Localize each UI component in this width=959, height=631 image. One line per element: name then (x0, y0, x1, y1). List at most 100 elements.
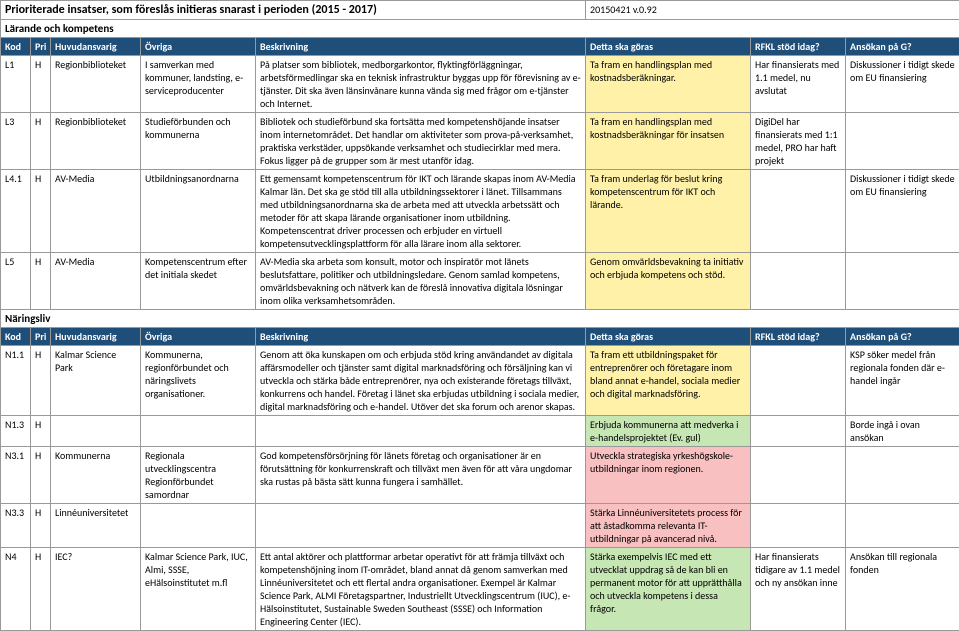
cell-ovriga: Utbildningsanordnarna (141, 170, 256, 253)
cell-pri: H (31, 504, 51, 548)
cell-besk: Ett antal aktörer och plattformar arbeta… (256, 548, 586, 631)
cell-huvud: Regionbiblioteket (51, 56, 141, 113)
col-rfkl: RFKL stöd idag? (751, 38, 846, 56)
col-huvud: Huvudansvarig (51, 328, 141, 346)
col-ansokan: Ansökan på G? (846, 38, 959, 56)
cell-rfkl (751, 504, 846, 548)
cell-huvud: Regionbiblioteket (51, 113, 141, 170)
table-row: L5HAV-MediaKompetenscentrum efter det in… (1, 253, 959, 310)
cell-kod: L3 (1, 113, 31, 170)
cell-detta: Ta fram en handlingsplan med kostnadsber… (586, 113, 751, 170)
table-row: L1HRegionbiblioteketI samverkan med komm… (1, 56, 959, 113)
section-larande: Lärande och kompetens (1, 20, 959, 38)
cell-besk (256, 416, 586, 447)
cell-besk: AV-Media ska arbeta som konsult, motor o… (256, 253, 586, 310)
cell-ans: Ansökan till regionala fonden (846, 548, 959, 631)
cell-kod: L1 (1, 56, 31, 113)
col-ansokan: Ansökan på G? (846, 328, 959, 346)
col-kod: Kod (1, 38, 31, 56)
table-row: N3.1HKommunernaRegionala utvecklingscent… (1, 447, 959, 504)
col-kod: Kod (1, 328, 31, 346)
cell-rfkl (751, 170, 846, 253)
col-ovriga: Övriga (141, 38, 256, 56)
cell-rfkl: Har finansierats med 1.1 medel, nu avslu… (751, 56, 846, 113)
title-row: Prioriterade insatser, som föreslås init… (1, 1, 959, 20)
table-row: N3.3HLinnéuniversitetet Stärka Linnéunive… (1, 504, 959, 548)
cell-besk: På platser som bibliotek, medborgarkonto… (256, 56, 586, 113)
cell-detta: Ta fram ett utbildningspaket för entrepr… (586, 346, 751, 416)
table-row: N4HIEC?Kalmar Science Park, IUC, Almi, S… (1, 548, 959, 631)
cell-pri: H (31, 113, 51, 170)
table-row: L4.1HAV-MediaUtbildningsanordnarnaEtt ge… (1, 170, 959, 253)
cell-kod: N1.1 (1, 346, 31, 416)
col-detta: Detta ska göras (586, 38, 751, 56)
cell-ans: Diskussioner i tidigt skede om EU finans… (846, 56, 959, 113)
cell-ans (846, 113, 959, 170)
cell-detta: Ta fram underlag för beslut kring kompet… (586, 170, 751, 253)
cell-kod: L5 (1, 253, 31, 310)
cell-pri: H (31, 447, 51, 504)
cell-kod: N3.3 (1, 504, 31, 548)
cell-pri: H (31, 416, 51, 447)
cell-pri: H (31, 56, 51, 113)
cell-rfkl (751, 253, 846, 310)
cell-detta: Utveckla strategiska yrkeshögskole-utbil… (586, 447, 751, 504)
cell-kod: L4.1 (1, 170, 31, 253)
cell-ans (846, 504, 959, 548)
cell-besk: God kompetensförsörjning för länets före… (256, 447, 586, 504)
cell-ans: Borde ingå i ovan ansökan (846, 416, 959, 447)
doc-title: Prioriterade insatser, som föreslås init… (1, 1, 586, 20)
cell-detta: Stärka exempelvis IEC med ett utvecklat … (586, 548, 751, 631)
doc-version: 20150421 v.0.92 (586, 1, 959, 20)
cell-ovriga: I samverkan med kommuner, landsting, e-s… (141, 56, 256, 113)
table-row: N1.3H Erbjuda kommunerna att medverka i e… (1, 416, 959, 447)
section-label: Näringsliv (1, 310, 959, 328)
cell-huvud: AV-Media (51, 253, 141, 310)
cell-besk (256, 504, 586, 548)
cell-ovriga: Regionala utvecklingscentra Regionförbun… (141, 447, 256, 504)
cell-detta: Erbjuda kommunerna att medverka i e-hand… (586, 416, 751, 447)
section-naringsliv: Näringsliv (1, 310, 959, 328)
table-row: L3HRegionbiblioteketStudieförbunden och … (1, 113, 959, 170)
cell-huvud (51, 416, 141, 447)
cell-detta: Genom omvärldsbevakning ta initiativ och… (586, 253, 751, 310)
cell-huvud: IEC? (51, 548, 141, 631)
cell-kod: N4 (1, 548, 31, 631)
table-row: N1.1HKalmar Science ParkKommunerna, regi… (1, 346, 959, 416)
cell-rfkl (751, 447, 846, 504)
cell-pri: H (31, 170, 51, 253)
cell-besk: Ett gemensamt kompetenscentrum för IKT o… (256, 170, 586, 253)
cell-kod: N3.1 (1, 447, 31, 504)
cell-rfkl: DigiDel har finansierats med 1:1 medel, … (751, 113, 846, 170)
header-row-2: Kod Pri Huvudansvarig Övriga Beskrivning… (1, 328, 959, 346)
col-detta: Detta ska göras (586, 328, 751, 346)
section-label: Lärande och kompetens (1, 20, 959, 38)
col-pri: Pri (31, 328, 51, 346)
cell-ans (846, 447, 959, 504)
cell-ans: Diskussioner i tidigt skede om EU finans… (846, 170, 959, 253)
cell-ans (846, 253, 959, 310)
cell-besk: Bibliotek och studieförbund ska fortsätt… (256, 113, 586, 170)
cell-pri: H (31, 253, 51, 310)
col-pri: Pri (31, 38, 51, 56)
cell-ovriga (141, 416, 256, 447)
cell-besk: Genom att öka kunskapen om och erbjuda s… (256, 346, 586, 416)
col-huvud: Huvudansvarig (51, 38, 141, 56)
cell-huvud: Kalmar Science Park (51, 346, 141, 416)
cell-detta: Stärka Linnéuniversitetets process för a… (586, 504, 751, 548)
col-ovriga: Övriga (141, 328, 256, 346)
col-beskrivning: Beskrivning (256, 328, 586, 346)
col-beskrivning: Beskrivning (256, 38, 586, 56)
cell-ovriga (141, 504, 256, 548)
cell-rfkl: Har finansierats tidigare av 1.1 medel o… (751, 548, 846, 631)
col-rfkl: RFKL stöd idag? (751, 328, 846, 346)
cell-rfkl (751, 416, 846, 447)
cell-ovriga: Kommunerna, regionförbundet och näringsl… (141, 346, 256, 416)
cell-detta: Ta fram en handlingsplan med kostnadsber… (586, 56, 751, 113)
cell-kod: N1.3 (1, 416, 31, 447)
cell-huvud: Kommunerna (51, 447, 141, 504)
spreadsheet-table: Prioriterade insatser, som föreslås init… (0, 0, 959, 631)
cell-huvud: Linnéuniversitetet (51, 504, 141, 548)
cell-pri: H (31, 548, 51, 631)
cell-huvud: AV-Media (51, 170, 141, 253)
